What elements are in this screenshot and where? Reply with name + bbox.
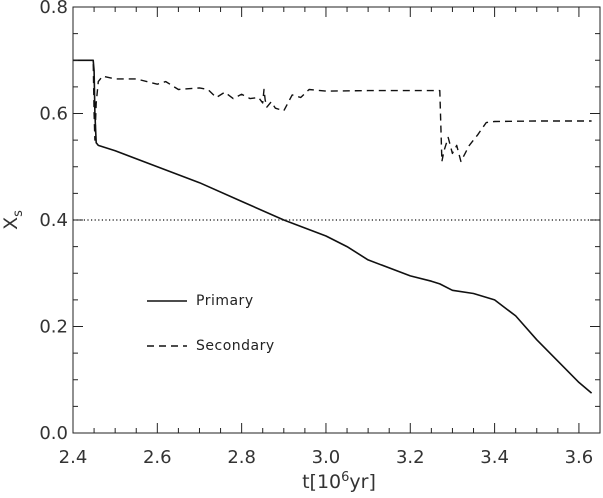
legend-label-primary: Primary <box>196 293 254 309</box>
x-axis-title: t[106yr] <box>302 470 376 493</box>
y-tick-label: 0.0 <box>39 423 68 444</box>
x-tick-label: 3.6 <box>565 447 594 468</box>
x-tick-label: 2.8 <box>227 447 256 468</box>
series-line-primary <box>73 59 593 394</box>
y-axis-title: Xs <box>0 210 26 230</box>
x-tick-label: 2.4 <box>59 447 88 468</box>
series-layer <box>73 59 593 394</box>
x-tick-label: 3.4 <box>480 447 509 468</box>
y-tick-label: 0.6 <box>39 104 68 125</box>
series-line-secondary <box>73 59 592 163</box>
y-tick-label: 0.2 <box>39 317 68 338</box>
x-tick-label: 3.0 <box>312 447 341 468</box>
x-tick-label: 2.6 <box>143 447 172 468</box>
y-tick-label: 0.4 <box>39 210 68 231</box>
x-tick-label: 3.2 <box>396 447 425 468</box>
ticks-layer: 2.4 2.6 2.8 3.0 3.2 3.4 3.6 0.0 0.2 0.4 0.6 0.8 <box>39 0 600 468</box>
y-tick-label: 0.8 <box>39 0 68 18</box>
legend: Primary Secondary <box>147 293 275 354</box>
legend-label-secondary: Secondary <box>196 338 275 354</box>
